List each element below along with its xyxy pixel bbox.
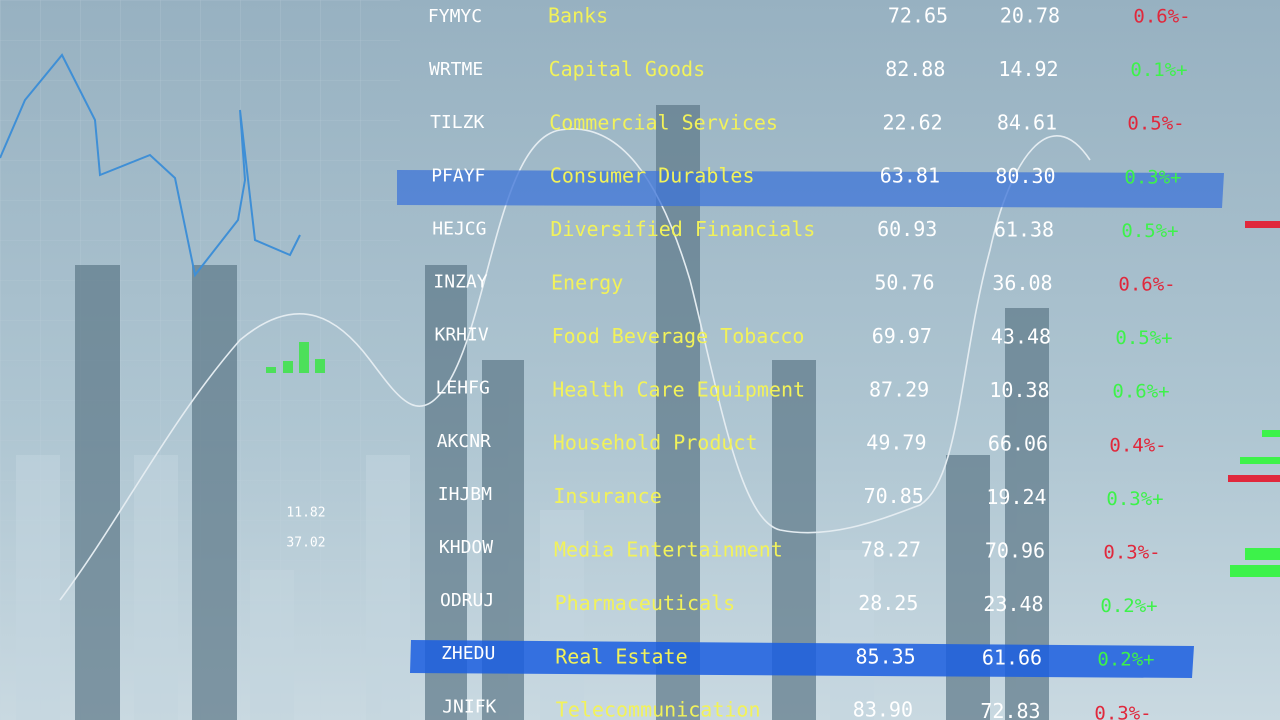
value: 66.06 [988,432,1048,456]
value: 70.96 [985,539,1045,563]
price: 70.85 [864,484,924,508]
table: FYMYC Banks 72.65 20.78 0.6%- WRTME Capital Go… [428,4,1191,720]
ticker: IHJBM [438,484,492,505]
change: 0.5%+ [1115,327,1172,349]
ticker: ZHEDU [441,643,495,664]
price: 60.93 [877,217,937,241]
value: 10.38 [989,378,1049,402]
side-markers [1228,221,1280,577]
blue-line [0,53,301,278]
sector: Health Care Equipment [552,377,805,401]
price: 83.90 [853,698,913,720]
value: 23.48 [983,592,1043,616]
change: 0.6%- [1133,6,1190,28]
ticker: FYMYC [428,6,482,27]
ticker: TILZK [430,112,484,133]
white-curve [59,128,1091,601]
change: 0.3%+ [1124,166,1181,188]
ticker: KHDOW [439,537,493,558]
price: 28.25 [858,591,918,615]
ticker: AKCNR [437,431,491,452]
bg-label: 11.82 [286,506,325,521]
sector: Commercial Services [549,110,778,134]
ticker: WRTME [429,59,483,80]
ticker: KRHIV [435,325,489,346]
price: 50.76 [874,271,934,295]
value: 72.83 [980,699,1040,720]
value: 61.38 [994,218,1054,242]
ticker: JNIFK [442,696,496,717]
change: 0.2%+ [1097,649,1154,671]
value: 84.61 [997,111,1057,135]
sector: Diversified Financials [550,217,815,241]
price: 72.65 [888,4,948,28]
mini-bars [266,342,325,373]
change: 0.3%+ [1106,488,1163,510]
change: 0.1%+ [1130,59,1187,81]
ticker: ODRUJ [440,590,494,611]
price: 49.79 [866,431,926,455]
light-bars [16,455,874,720]
sector: Capital Goods [549,57,706,81]
change: 0.6%+ [1112,381,1169,403]
bg-label: 37.02 [286,536,325,551]
change: 0.5%+ [1121,220,1178,242]
change: 0.2%+ [1100,595,1157,617]
price: 87.29 [869,377,929,401]
sector: Telecommunication [556,698,761,720]
price: 82.88 [885,57,945,81]
value: 43.48 [991,325,1051,349]
ticker: PFAYF [431,165,485,186]
value: 36.08 [992,271,1052,295]
change: 0.3%- [1103,542,1160,564]
sector: Banks [548,4,608,28]
change: 0.5%- [1127,113,1184,135]
sector: Real Estate [555,644,687,668]
ticker: HEJCG [432,218,486,239]
value: 80.30 [995,164,1055,188]
ticker: LEHFG [436,378,490,399]
price: 69.97 [872,324,932,348]
value: 14.92 [998,57,1058,81]
sector: Food Beverage Tobacco [552,324,805,348]
ticker: INZAY [433,272,487,293]
row-highlight [397,170,1224,208]
sector: Consumer Durables [550,164,755,188]
sector: Energy [551,271,623,295]
value: 61.66 [982,646,1042,670]
value: 20.78 [1000,4,1060,28]
price: 63.81 [880,164,940,188]
row-highlight [410,640,1194,678]
price: 78.27 [861,538,921,562]
sector: Media Entertainment [554,538,783,562]
price: 85.35 [855,644,915,668]
change: 0.6%- [1118,274,1175,296]
change: 0.3%- [1094,702,1151,720]
sector: Household Product [553,431,758,455]
price: 22.62 [882,110,942,134]
value: 19.24 [986,485,1046,509]
sector: Insurance [553,484,661,508]
change: 0.4%- [1109,434,1166,456]
sector: Pharmaceuticals [555,591,736,615]
